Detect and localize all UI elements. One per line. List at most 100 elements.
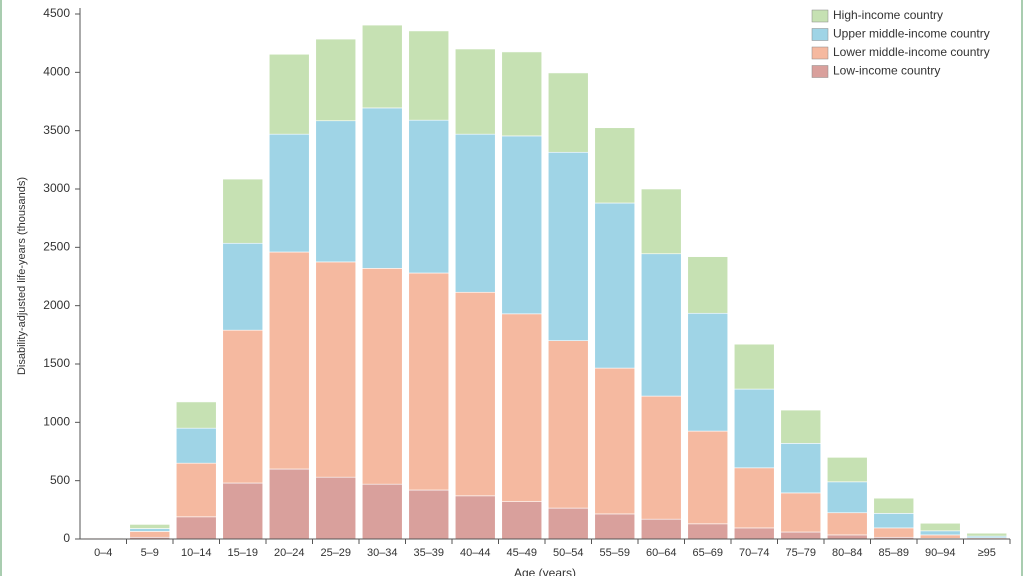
- bar-segment: [361, 24, 403, 109]
- x-tick-label: 15–19: [227, 547, 258, 559]
- bar-segment: [129, 531, 171, 538]
- bar-segment: [222, 242, 264, 331]
- bar-segment: [268, 468, 310, 540]
- bar-segment: [501, 135, 543, 315]
- bar-segment: [594, 202, 636, 369]
- bar-segment: [175, 516, 217, 540]
- bar-segment: [175, 427, 217, 464]
- bar-segment: [873, 513, 915, 529]
- legend-label: Low-income country: [833, 64, 940, 78]
- bar-segment: [315, 38, 357, 122]
- bar-segment: [268, 53, 310, 135]
- legend-swatch: [811, 9, 829, 23]
- x-tick-label: 40–44: [460, 547, 491, 559]
- bar-segment: [640, 253, 682, 397]
- bar-segment: [547, 507, 589, 540]
- bar-segment: [733, 343, 775, 390]
- bar-segment: [222, 178, 264, 244]
- x-tick-label: 0–4: [94, 547, 112, 559]
- bar-segment: [361, 483, 403, 540]
- bar-segment: [408, 119, 450, 274]
- bar-segment: [454, 495, 496, 540]
- x-tick-label: 10–14: [181, 547, 212, 559]
- bar-segment: [733, 467, 775, 529]
- y-tick-label: 2000: [43, 298, 70, 312]
- bar-segment: [501, 313, 543, 502]
- y-tick-label: 4000: [43, 65, 70, 79]
- bar-segment: [315, 261, 357, 478]
- x-tick-label: 65–69: [692, 547, 723, 559]
- x-tick-label: 25–29: [320, 547, 351, 559]
- bar-segment: [268, 133, 310, 253]
- bar-segment: [687, 256, 729, 314]
- legend-swatch: [811, 28, 829, 41]
- y-tick-label: 4500: [43, 6, 70, 20]
- x-tick-label: 45–49: [506, 547, 537, 559]
- bar-segment: [454, 133, 496, 293]
- bar-segment: [315, 476, 357, 540]
- x-tick-label: 60–64: [646, 547, 677, 559]
- y-tick-label: 1000: [43, 415, 70, 429]
- bar-segment: [733, 388, 775, 469]
- x-tick-label: 30–34: [367, 547, 398, 559]
- bar-segment: [826, 481, 868, 514]
- bar-segment: [129, 524, 171, 529]
- bar-segment: [594, 367, 636, 515]
- x-tick-label: 75–79: [785, 547, 816, 559]
- bar-segment: [594, 513, 636, 540]
- legend-label: Lower middle-income country: [833, 45, 990, 59]
- bar-segment: [408, 489, 450, 540]
- y-tick-label: 500: [50, 473, 70, 487]
- bar-segment: [454, 291, 496, 497]
- y-tick-label: 0: [63, 531, 70, 545]
- bar-segment: [361, 268, 403, 485]
- x-tick-label: 20–24: [274, 547, 305, 559]
- bar-segment: [687, 430, 729, 525]
- x-tick-label: 5–9: [141, 547, 159, 559]
- bar-segment: [780, 531, 822, 540]
- x-tick-label: 90–94: [925, 547, 956, 559]
- bar-segment: [873, 527, 915, 538]
- y-tick-label: 3500: [43, 123, 70, 137]
- bar-segment: [919, 530, 961, 536]
- legend-label: High-income country: [833, 8, 943, 22]
- y-tick-label: 3000: [43, 181, 70, 195]
- bar-segment: [780, 492, 822, 533]
- bar-segment: [268, 251, 310, 470]
- bar-segment: [733, 527, 775, 540]
- y-tick-label: 2500: [43, 240, 70, 254]
- bar-segment: [594, 127, 636, 204]
- bar-segment: [687, 523, 729, 540]
- x-tick-label: 70–74: [739, 547, 770, 559]
- bar-segment: [547, 340, 589, 509]
- y-axis-label: Disability-adjusted life-years (thousand…: [16, 177, 28, 375]
- x-tick-label: 85–89: [878, 547, 909, 559]
- x-tick-label: ≥95: [978, 547, 996, 559]
- x-tick-label: 50–54: [553, 547, 584, 559]
- bar-segment: [919, 534, 961, 539]
- bar-segment: [826, 512, 868, 536]
- bar-segment: [547, 151, 589, 341]
- bar-segment: [454, 48, 496, 135]
- bar-segment: [222, 329, 264, 484]
- x-tick-label: 35–39: [413, 547, 444, 559]
- legend-swatch: [811, 65, 829, 78]
- x-tick-label: 80–84: [832, 547, 863, 559]
- bar-segment: [966, 532, 1008, 537]
- legend-label: Upper middle-income country: [833, 27, 990, 41]
- bar-segment: [361, 107, 403, 269]
- bar-segment: [826, 534, 868, 540]
- bar-segment: [175, 462, 217, 518]
- bar-segment: [547, 72, 589, 153]
- bar-segment: [501, 51, 543, 137]
- bar-segment: [408, 272, 450, 491]
- bar-segment: [640, 395, 682, 520]
- bar-segment: [919, 522, 961, 532]
- bar-segment: [315, 120, 357, 263]
- bar-segment: [780, 409, 822, 444]
- bar-segment: [826, 457, 868, 483]
- bar-segment: [640, 518, 682, 540]
- x-axis-label: Age (years): [514, 566, 576, 576]
